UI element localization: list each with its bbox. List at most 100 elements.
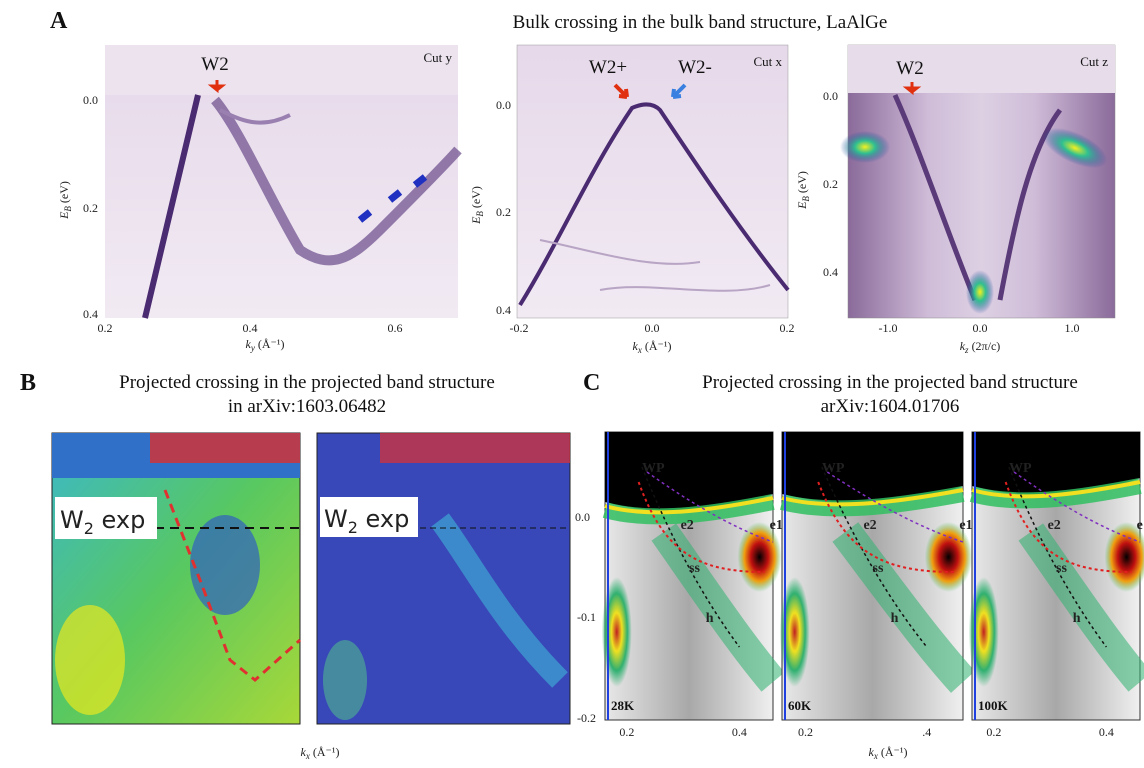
intensity-spot [1042, 127, 1108, 169]
band [431, 513, 568, 688]
plot-cut-y: W2 Cut y 0.0 0.2 0.4 0.2 0.4 0.6 ky (Å⁻¹… [57, 45, 462, 353]
x-tick-label: 0.2 [619, 725, 634, 739]
band-label: WP [822, 461, 845, 476]
intensity-spot [966, 270, 994, 314]
y-tick-label: -0.2 [577, 711, 596, 725]
intensity-region [190, 515, 260, 615]
x-tick-label: .4 [922, 725, 931, 739]
plot-c: WP e2 e1 ss h 28K 0.2 0.4 [601, 431, 785, 739]
band-label: ss [689, 561, 700, 576]
dashed-band [826, 471, 964, 543]
band-label: WP [642, 461, 665, 476]
y-tick-label: 0.4 [823, 265, 838, 279]
plot-cut-z: W2 Cut z 0.0 0.2 0.4 -1.0 0.0 1.0 kz (2π… [795, 44, 1116, 355]
y-tick-label: 0.4 [496, 303, 511, 317]
panel-title: Bulk crossing in the bulk band structure… [513, 12, 888, 33]
band-label: h [706, 611, 714, 626]
intensity-region [55, 605, 125, 715]
x-tick-label: 0.2 [798, 725, 813, 739]
cut-label: Cut z [1080, 54, 1108, 69]
arrow [613, 83, 629, 99]
band-label: e2 [863, 518, 876, 533]
band-faint [539, 239, 771, 292]
marker-label: W2- [678, 57, 712, 78]
arrow [671, 83, 687, 99]
plot-top [605, 432, 773, 511]
panel-letter: C [583, 370, 600, 396]
y-tick-label: 0.0 [823, 89, 838, 103]
crossing-label: W2 exp [60, 506, 145, 538]
band [219, 108, 291, 125]
x-tick-label: -1.0 [879, 321, 898, 335]
y-tick-label: 0.0 [496, 98, 511, 112]
x-tick-label: 0.2 [98, 321, 113, 335]
x-tick-label: 0.2 [986, 725, 1001, 739]
plot-b-right: W2 exp [316, 432, 571, 725]
band-label: h [1073, 611, 1081, 626]
arrow [207, 80, 227, 94]
y-tick-label: 0.0 [83, 93, 98, 107]
panel-title: in arXiv:1603.06482 [228, 396, 386, 417]
band-label: e2 [681, 518, 694, 533]
cut-label: Cut x [753, 54, 782, 69]
band [1018, 523, 1144, 692]
plot-bg-top [105, 45, 458, 95]
intensity-spot [924, 522, 973, 592]
x-tick-label: 0.2 [780, 321, 795, 335]
x-tick-label: 0.0 [645, 321, 660, 335]
plot-b-left: W2 exp [51, 432, 301, 725]
band-label: ss [1056, 561, 1067, 576]
cut-label: Cut y [423, 50, 452, 65]
x-tick-label: -0.2 [510, 321, 529, 335]
plot-bg-top [848, 45, 1115, 93]
x-tick-label: 0.4 [243, 321, 258, 335]
edge-band [602, 494, 775, 525]
plot-c: WP e2 e1 ss h 100K 0.2 0.4 [968, 431, 1144, 739]
plot-top [782, 432, 963, 503]
plot-top-hot [150, 433, 300, 463]
intensity-spot [737, 522, 782, 592]
plot-top-hot [380, 433, 570, 463]
x-tick-label: 0.4 [1099, 725, 1114, 739]
band-label: e1 [770, 518, 783, 533]
panel-title: Projected crossing in the projected band… [119, 372, 495, 393]
panel-title: arXiv:1604.01706 [821, 396, 960, 417]
temperature-label: 100K [978, 698, 1009, 713]
edge-band [969, 478, 1142, 509]
panel-letter: B [20, 370, 36, 396]
y-tick-label: 0.0 [575, 510, 590, 524]
intensity-region [323, 640, 367, 720]
y-tick-label: -0.1 [577, 610, 596, 624]
y-axis-label: EB (eV) [469, 186, 485, 225]
dashed-band [1013, 471, 1141, 543]
band [142, 94, 201, 319]
band [832, 522, 975, 693]
plot-c: WP e2 e1 ss h 60K 0.2 .4 [779, 431, 975, 739]
edge-band [780, 486, 965, 517]
panel-c-plots: WP e2 e1 ss h 28K 0.2 0.4 WP e2 e1 ss h 60K 0.2 .4 WP e2 e… [601, 431, 1144, 739]
band [211, 96, 462, 266]
temperature-label: 28K [611, 698, 635, 713]
band-label: WP [1009, 461, 1032, 476]
intensity-spot [968, 577, 999, 687]
y-tick-label: 0.4 [83, 307, 98, 321]
dashed-band [637, 481, 765, 573]
y-tick-label: 0.2 [823, 177, 838, 191]
panel-title: Projected crossing in the projected band… [702, 372, 1078, 393]
y-axis-label: EB (eV) [795, 171, 811, 210]
intensity-spot [840, 131, 890, 163]
band-label: e2 [1048, 518, 1061, 533]
band [892, 93, 1063, 301]
band-label: h [891, 611, 899, 626]
band-label: e1 [1137, 518, 1144, 533]
marker-label: W2 [201, 54, 228, 75]
temperature-label: 60K [788, 698, 812, 713]
crossing-label: W2 exp [324, 505, 409, 537]
x-tick-label: 1.0 [1065, 321, 1080, 335]
intensity-spot [601, 577, 632, 687]
edge-band [971, 480, 1141, 499]
band [518, 102, 790, 307]
band-label: ss [873, 561, 884, 576]
x-axis-label: kx (Å⁻¹) [869, 745, 908, 761]
